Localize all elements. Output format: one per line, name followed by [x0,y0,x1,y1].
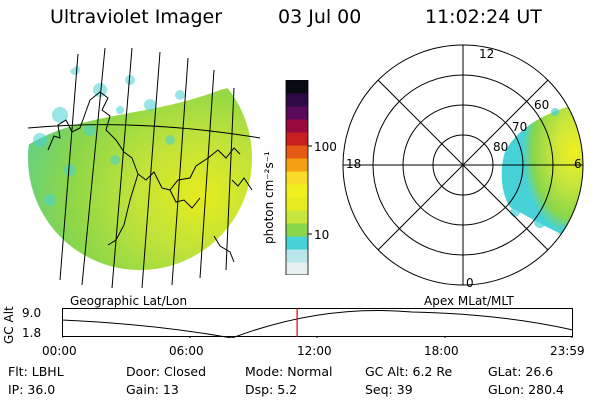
colorbar-segment [286,132,308,146]
polar-plot [342,44,584,286]
y-tick-9: 9.0 [22,306,42,320]
colorbar-segment [286,262,308,275]
polar-grid [342,44,584,286]
colorbar-segment [286,171,308,185]
glat-info: GLat: 26.6 [488,364,554,379]
geographic-caption: Geographic Lat/Lon [70,294,188,308]
timeline-y-label: GC Alt [2,306,16,344]
coastlines [47,91,253,263]
colorbar [285,80,312,275]
colorbar-tick-10: 10 [314,228,330,242]
colorbar-segment [286,158,308,172]
colorbar-segment [286,223,308,237]
colorbar-tick-100: 100 [314,140,337,154]
colorbar-segment [286,184,308,198]
uv-emission [28,46,252,270]
time-label: 11:02:24 UT [425,6,542,28]
colorbar-segment [286,249,308,263]
date-label: 03 Jul 00 [278,6,362,28]
graticule [27,47,260,289]
colorbar-segment [286,80,308,94]
altitude-curve [62,310,574,338]
gc-alt-info: GC Alt: 6.2 Re [365,364,453,379]
y-tick-1-8: 1.8 [22,326,42,340]
x-tick-0000: 00:00 [42,344,77,358]
colorbar-unit-label: photon cm⁻²s⁻¹ [262,151,276,244]
colorbar-segment [286,236,308,250]
timeline-frame [62,308,573,337]
ip-info: IP: 36.0 [8,382,56,397]
mlt-label-12: 12 [479,47,495,61]
colorbar-segment [286,106,308,120]
colorbar-segment [286,93,308,107]
x-tick-2359: 23:59 [550,344,585,358]
colorbar-segment [286,145,308,159]
mlt-label-18: 18 [346,157,362,171]
x-tick-1800: 18:00 [424,344,459,358]
mlat-label-80: 80 [493,140,509,154]
instrument-title: Ultraviolet Imager [50,6,223,28]
mode-info: Mode: Normal [245,364,333,379]
x-tick-1200: 12:00 [297,344,332,358]
door-info: Door: Closed [126,364,207,379]
colorbar-segment [286,210,308,224]
colorbar-segment [286,197,308,211]
seq-info: Seq: 39 [365,382,413,397]
mlat-label-70: 70 [512,120,528,134]
apex-caption: Apex MLat/MLT [424,294,514,308]
dsp-info: Dsp: 5.2 [245,382,298,397]
filter-info: Flt: LBHL [8,364,64,379]
altitude-timeline [62,308,574,338]
glon-info: GLon: 280.4 [488,382,564,397]
mlat-label-60: 60 [534,98,550,112]
x-tick-0600: 06:00 [169,344,204,358]
mlt-label-6: 6 [574,157,582,171]
mlt-label-0: 0 [466,276,474,290]
earth-image [27,46,260,289]
colorbar-segment [286,119,308,133]
gain-info: Gain: 13 [126,382,179,397]
